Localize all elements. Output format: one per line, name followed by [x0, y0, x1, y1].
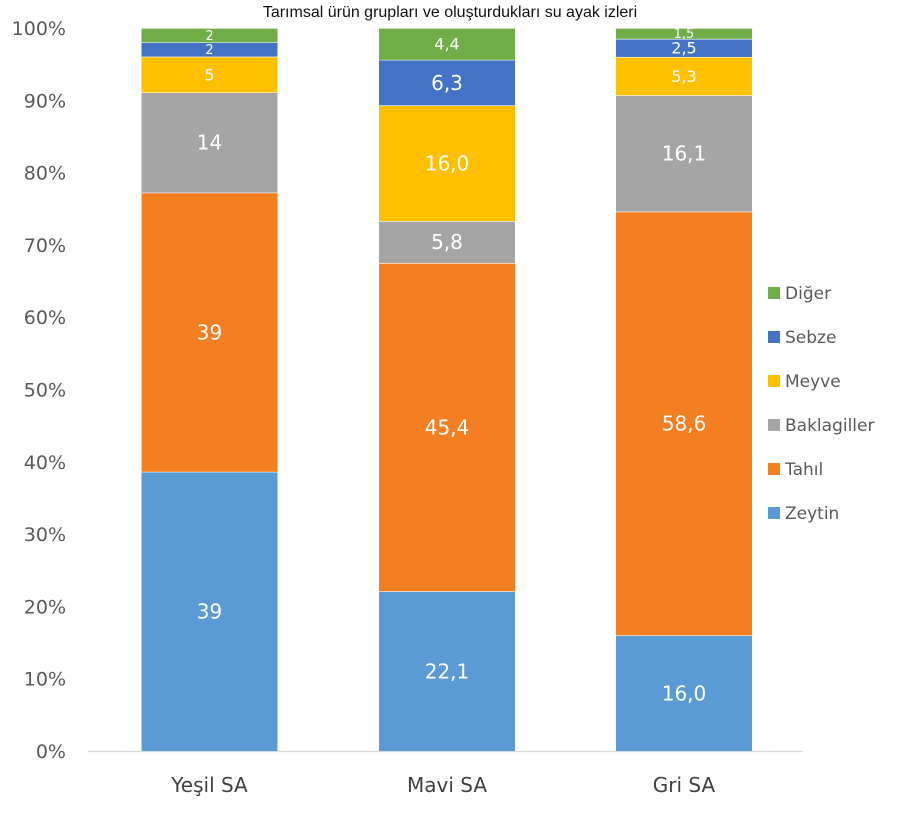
- bar-segment: [141, 42, 278, 57]
- y-tick-label: 40%: [24, 452, 66, 474]
- data-label: 39: [197, 600, 222, 624]
- bar-segment: [141, 192, 278, 472]
- data-label: 39: [197, 320, 222, 344]
- data-label: 2: [205, 43, 213, 58]
- data-label: 4,4: [434, 35, 459, 54]
- data-label: 2,5: [671, 39, 696, 58]
- bar-segment: [616, 635, 752, 751]
- legend-label: Diğer: [785, 284, 831, 304]
- bar-segment: [141, 92, 278, 193]
- data-label: 45,4: [425, 415, 470, 439]
- data-label: 16,0: [662, 681, 707, 705]
- y-tick-label: 10%: [24, 669, 66, 691]
- y-tick-label: 90%: [24, 90, 66, 112]
- chart-title: Tarımsal ürün grupları ve oluşturdukları…: [263, 4, 637, 21]
- bar-stack: 39 39 14 5 22: [141, 27, 278, 751]
- data-label: 1,5: [674, 27, 695, 42]
- bar-segment: [379, 105, 515, 222]
- data-label: 6,3: [431, 71, 463, 95]
- y-tick-label: 100%: [12, 18, 66, 40]
- legend-label: Sebze: [785, 328, 836, 348]
- legend-item: Baklagiller: [768, 416, 874, 436]
- bar-segment: [616, 38, 752, 57]
- bar-segment: [379, 59, 515, 106]
- bar-segment: [379, 591, 515, 751]
- bar-segment: [379, 221, 515, 263]
- bar-segment: [616, 95, 752, 212]
- legend-item: Meyve: [768, 372, 841, 392]
- data-label: 5,3: [671, 67, 696, 86]
- legend-label: Zeytin: [785, 504, 839, 524]
- bar-segment: [616, 28, 752, 39]
- data-label: 2: [205, 29, 213, 44]
- data-label: 5,8: [431, 230, 463, 254]
- bar-stack: 16,0 58,6 16,1 5,3 2,51,5: [616, 27, 752, 751]
- legend-swatch: [768, 463, 780, 475]
- bar-segment: [379, 28, 515, 60]
- legend-label: Meyve: [785, 372, 841, 392]
- legend-item: Zeytin: [768, 504, 839, 524]
- x-tick-label: Mavi SA: [407, 773, 487, 797]
- y-tick-label: 70%: [24, 235, 66, 257]
- legend-swatch: [768, 419, 780, 431]
- y-tick-label: 60%: [24, 307, 66, 329]
- bar-segment: [141, 56, 278, 93]
- data-label: 5: [204, 65, 214, 84]
- bar-segment: [141, 471, 278, 751]
- legend-item: Sebze: [768, 328, 836, 348]
- data-label: 22,1: [425, 659, 470, 683]
- bar-segment: [379, 262, 515, 592]
- data-label: 16,0: [425, 151, 470, 175]
- legend-item: Diğer: [768, 284, 831, 304]
- bar-stack: 22,1 45,4 5,8 16,0 6,3 4,4: [379, 27, 515, 751]
- bar-segment: [616, 56, 752, 96]
- legend-label: Baklagiller: [785, 416, 874, 436]
- legend-swatch: [768, 507, 780, 519]
- legend: Diğer Sebze Meyve Baklagiller Tahıl Zeytin: [768, 284, 874, 524]
- y-axis: 0% 10% 20% 30% 40% 50% 60% 70% 80% 90% 100%: [12, 18, 66, 763]
- legend-swatch: [768, 287, 780, 299]
- y-tick-label: 0%: [36, 741, 66, 763]
- bar-segment: [616, 211, 752, 636]
- data-label: 14: [197, 131, 222, 155]
- legend-label: Tahıl: [784, 460, 823, 480]
- x-tick-label: Yeşil SA: [170, 773, 248, 797]
- bar-segment: [141, 28, 278, 43]
- bars: 39391452222,145,45,816,06,34,416,058,616…: [141, 27, 752, 751]
- legend-swatch: [768, 331, 780, 343]
- y-tick-label: 50%: [24, 380, 66, 402]
- x-axis: Yeşil SA Mavi SA Gri SA: [170, 773, 715, 797]
- y-tick-label: 20%: [24, 596, 66, 618]
- data-label: 58,6: [662, 412, 707, 436]
- y-tick-label: 80%: [24, 163, 66, 185]
- x-tick-label: Gri SA: [653, 773, 716, 797]
- legend-swatch: [768, 375, 780, 387]
- data-label: 16,1: [662, 142, 707, 166]
- legend-item: Tahıl: [768, 460, 823, 480]
- y-tick-label: 30%: [24, 524, 66, 546]
